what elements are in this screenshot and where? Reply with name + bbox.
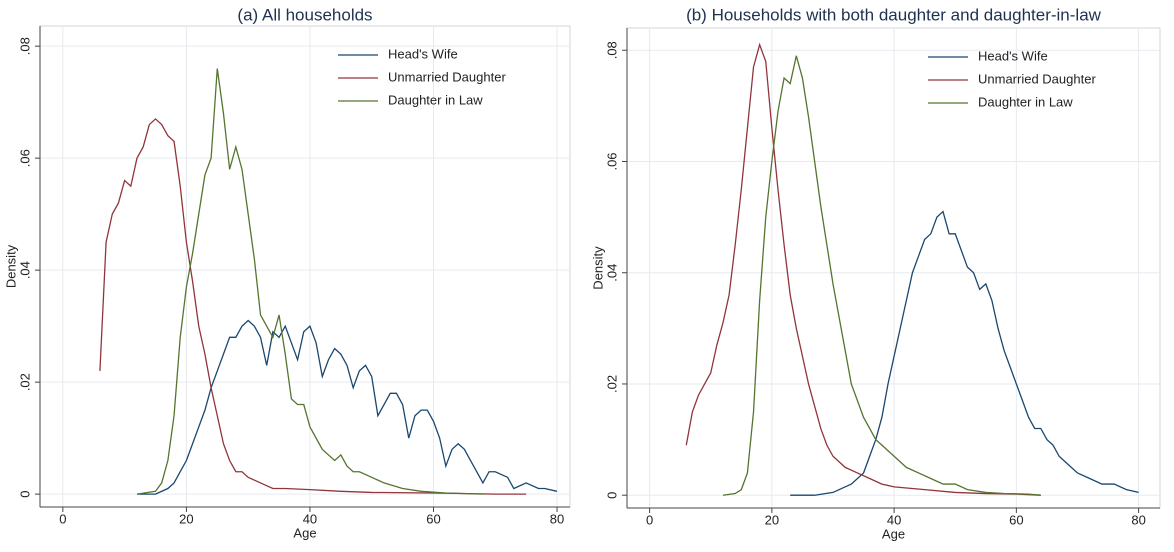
y-tick-label: .04 bbox=[604, 264, 619, 282]
plot-area bbox=[39, 25, 571, 508]
y-axis-label: Density bbox=[3, 244, 18, 288]
x-tick-label: 40 bbox=[303, 511, 317, 526]
y-tick-label: .08 bbox=[17, 37, 32, 55]
plot-area bbox=[626, 27, 1161, 509]
y-axis-label: Density bbox=[590, 246, 605, 290]
density-line bbox=[99, 118, 527, 495]
x-tick-label: 20 bbox=[765, 512, 779, 527]
y-tick-label: .02 bbox=[17, 373, 32, 391]
y-tick-label: .04 bbox=[17, 261, 32, 279]
x-tick-label: 60 bbox=[1009, 512, 1023, 527]
density-line bbox=[136, 68, 483, 495]
y-tick-label: .06 bbox=[604, 152, 619, 170]
x-tick-label: 0 bbox=[646, 512, 653, 527]
density-line bbox=[722, 55, 1041, 496]
x-tick-label: 20 bbox=[179, 511, 193, 526]
legend-label: Unmarried Daughter bbox=[978, 71, 1096, 86]
y-tick-label: .08 bbox=[604, 41, 619, 59]
legend-label: Head's Wife bbox=[978, 48, 1048, 63]
x-tick-label: 60 bbox=[426, 511, 440, 526]
legend-label: Daughter in Law bbox=[388, 92, 483, 107]
x-axis-label: Age bbox=[293, 525, 316, 540]
density-line bbox=[136, 319, 558, 495]
x-tick-label: 0 bbox=[59, 511, 66, 526]
density-line bbox=[685, 42, 1041, 496]
chart-title: (b) Households with both daughter and da… bbox=[686, 5, 1102, 24]
y-tick-label: .02 bbox=[604, 375, 619, 393]
x-tick-label: 40 bbox=[887, 512, 901, 527]
legend-label: Daughter in Law bbox=[978, 94, 1073, 109]
y-tick-label: .06 bbox=[17, 149, 32, 167]
x-tick-label: 80 bbox=[550, 511, 564, 526]
y-tick-label: 0 bbox=[17, 491, 32, 498]
x-tick-label: 80 bbox=[1131, 512, 1145, 527]
legend-label: Unmarried Daughter bbox=[388, 69, 506, 84]
x-axis-label: Age bbox=[882, 526, 905, 541]
legend-label: Head's Wife bbox=[388, 46, 458, 61]
chart-title: (a) All households bbox=[237, 5, 372, 24]
density-line bbox=[790, 210, 1139, 496]
y-tick-label: 0 bbox=[604, 492, 619, 499]
